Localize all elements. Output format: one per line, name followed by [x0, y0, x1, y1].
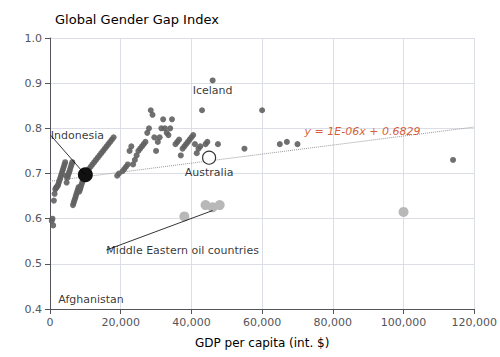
svg-text:Australia: Australia — [185, 166, 234, 179]
svg-text:0.8: 0.8 — [25, 122, 43, 135]
svg-text:0.9: 0.9 — [25, 77, 43, 90]
svg-text:80,000: 80,000 — [314, 316, 353, 329]
svg-text:Middle Eastern oil countries: Middle Eastern oil countries — [106, 244, 259, 257]
svg-text:40,000: 40,000 — [172, 316, 211, 329]
svg-text:20,000: 20,000 — [101, 316, 140, 329]
svg-text:GDP per capita (int. $): GDP per capita (int. $) — [195, 336, 329, 350]
svg-text:0.4: 0.4 — [25, 303, 43, 316]
svg-text:Afghanistan: Afghanistan — [58, 293, 124, 306]
svg-text:60,000: 60,000 — [243, 316, 282, 329]
svg-text:0.5: 0.5 — [25, 257, 43, 270]
svg-text:0.7: 0.7 — [25, 167, 43, 180]
svg-text:Iceland: Iceland — [193, 84, 233, 97]
svg-text:y = 1E-06x + 0.6829: y = 1E-06x + 0.6829 — [304, 125, 421, 138]
svg-text:0: 0 — [47, 316, 54, 329]
svg-text:120,000: 120,000 — [452, 316, 498, 329]
svg-text:0.6: 0.6 — [25, 212, 43, 225]
svg-text:100,000: 100,000 — [381, 316, 427, 329]
svg-text:1.0: 1.0 — [25, 32, 43, 45]
svg-text:Indonesia: Indonesia — [51, 129, 104, 142]
svg-text:Global Gender Gap Index: Global Gender Gap Index — [55, 12, 219, 27]
